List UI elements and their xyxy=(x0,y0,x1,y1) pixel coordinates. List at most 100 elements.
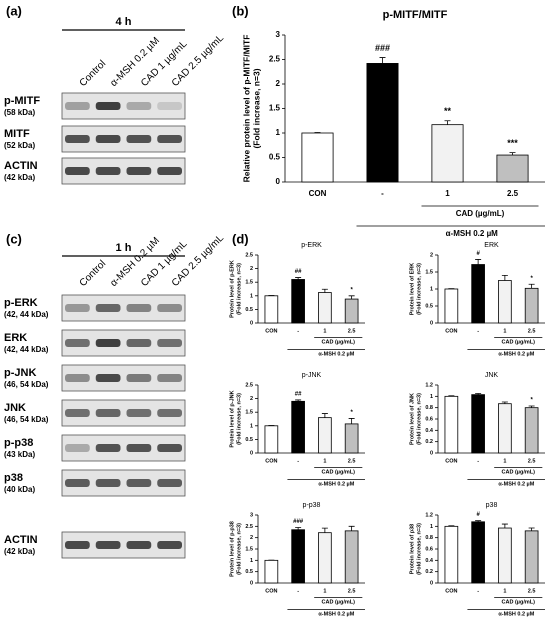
error-bar xyxy=(501,275,508,281)
x-tick-label: CON xyxy=(265,328,277,334)
significance: # xyxy=(476,251,480,257)
y-tick-label: 2 xyxy=(430,252,433,258)
group-label: CAD (µg/mL) xyxy=(322,600,356,606)
row-size: (46, 54 kDa) xyxy=(4,415,49,424)
row-size: (43 kDa) xyxy=(4,450,35,459)
x-tick-label: - xyxy=(477,328,479,334)
x-tick-label: CON xyxy=(265,458,277,464)
bar xyxy=(471,394,485,454)
significance: ## xyxy=(295,269,302,275)
x-tick-label: - xyxy=(477,588,479,594)
bar xyxy=(264,425,279,454)
panel-label: (b) xyxy=(232,3,249,18)
error-bar xyxy=(501,523,508,529)
group-label: CAD (µg/mL) xyxy=(502,340,536,346)
significance: * xyxy=(530,398,533,404)
band xyxy=(65,409,90,417)
error-bar xyxy=(528,405,535,408)
bar xyxy=(318,417,332,454)
band xyxy=(126,339,152,347)
bar xyxy=(498,527,512,584)
bar xyxy=(301,132,334,183)
row-label: p-JNK xyxy=(4,367,36,379)
lane-label: Control xyxy=(78,58,109,89)
bar xyxy=(444,525,459,584)
band xyxy=(126,409,152,417)
band xyxy=(126,304,152,312)
time-label: 1 h xyxy=(116,242,132,254)
y-tick-label: 2 xyxy=(250,535,253,541)
x-tick-label: 1 xyxy=(323,458,326,464)
row-label: MITF xyxy=(4,128,30,140)
band xyxy=(157,339,182,347)
chart-title: p38 xyxy=(486,502,498,509)
x-tick-label: 1 xyxy=(445,189,450,198)
y-tick-label: 3 xyxy=(250,512,253,518)
chart-title: ERK xyxy=(484,242,499,249)
error-bar xyxy=(295,527,302,530)
x-tick-label: 2.5 xyxy=(528,328,536,334)
panel-label: (c) xyxy=(6,231,22,246)
y-axis-label: (Fold increase, n=3) xyxy=(236,523,242,575)
bar xyxy=(344,530,359,584)
x-tick-label: 1 xyxy=(503,328,506,334)
y-tick-label: 0.8 xyxy=(425,535,433,541)
y-tick-label: 1 xyxy=(430,524,433,530)
y-axis-label: (Fold increase, n=3) xyxy=(416,393,422,445)
error-bar xyxy=(528,527,535,531)
x-tick-label: 2.5 xyxy=(348,458,356,464)
chart-title: p-MITF/MITF xyxy=(383,9,448,21)
y-axis-label: (Fold increase, n=3) xyxy=(251,68,261,148)
bar xyxy=(344,298,359,324)
x-tick-label: 1 xyxy=(323,588,326,594)
error-bar xyxy=(321,527,328,533)
row-label: p-p38 xyxy=(4,437,33,449)
error-bar xyxy=(528,283,535,289)
band xyxy=(95,541,121,549)
band xyxy=(95,102,121,110)
band xyxy=(157,409,182,417)
row-size: (42, 44 kDa) xyxy=(4,345,49,354)
y-axis-label: Protein level of ERK xyxy=(409,263,415,316)
row-size: (52 kDa) xyxy=(4,141,35,150)
group-label: α-MSH 0.2 µM xyxy=(318,352,354,358)
y-tick-label: 2 xyxy=(276,79,281,88)
group-label: CAD (µg/mL) xyxy=(456,209,505,218)
y-axis-label: Protein level of p-p38 xyxy=(229,521,235,577)
y-tick-label: 2.5 xyxy=(245,524,253,530)
significance: ### xyxy=(293,519,304,525)
y-tick-label: 0 xyxy=(276,177,281,186)
row-size: (46, 54 kDa) xyxy=(4,380,49,389)
band xyxy=(65,304,90,312)
band xyxy=(95,444,121,452)
y-tick-label: 0.4 xyxy=(425,428,434,434)
x-tick-label: CON xyxy=(445,588,457,594)
y-tick-label: 1.2 xyxy=(425,512,433,518)
y-tick-label: 1 xyxy=(430,286,433,292)
y-tick-label: 3 xyxy=(276,30,281,39)
y-axis-label: Protein level of p-JNK xyxy=(229,390,235,447)
bar xyxy=(496,154,529,183)
panel-label: (d) xyxy=(232,231,249,246)
y-tick-label: 1.5 xyxy=(269,104,281,113)
band xyxy=(95,374,121,382)
y-tick-label: 2.5 xyxy=(245,252,253,258)
error-bar xyxy=(348,525,355,531)
bar xyxy=(524,530,539,584)
panel-label: (a) xyxy=(6,3,22,18)
chart-title: p-p38 xyxy=(303,502,321,509)
y-tick-label: 1.5 xyxy=(245,280,253,286)
y-tick-label: 0 xyxy=(430,580,433,586)
lane-label: Control xyxy=(78,258,109,289)
band xyxy=(157,102,182,110)
band xyxy=(95,167,121,175)
x-tick-label: 2.5 xyxy=(507,189,519,198)
row-size: (42 kDa) xyxy=(4,547,35,556)
y-tick-label: 1 xyxy=(276,128,281,137)
error-bar xyxy=(295,277,302,280)
significance: # xyxy=(476,512,480,518)
y-tick-label: 0 xyxy=(250,580,253,586)
x-tick-label: - xyxy=(297,328,299,334)
y-tick-label: 0 xyxy=(250,320,253,326)
